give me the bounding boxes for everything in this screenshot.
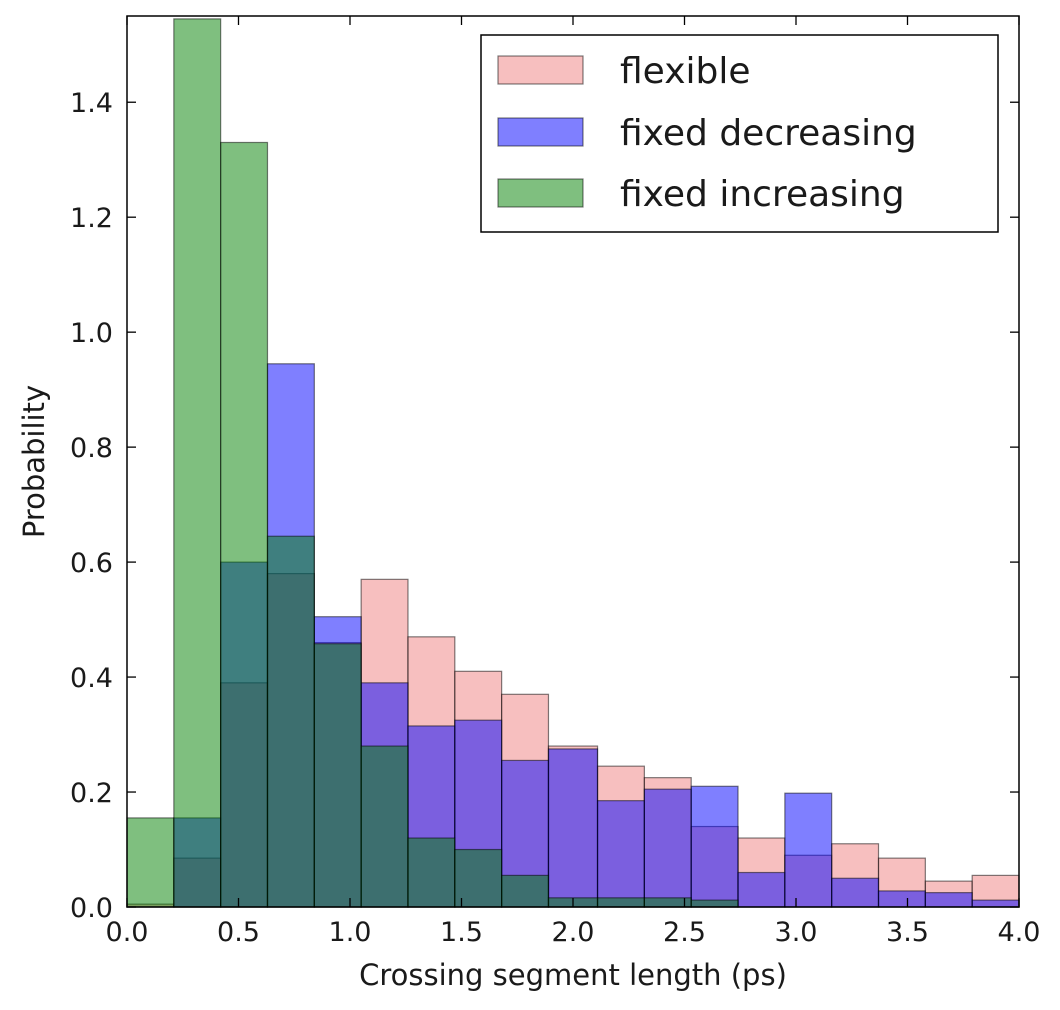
x-tick-label: 1.5 [440, 917, 483, 948]
bar-fixed-increasing [407, 837, 456, 908]
legend-label-fixed-increasing: fixed increasing [620, 174, 905, 215]
x-tick-label: 0.0 [106, 917, 149, 948]
legend-swatch-fixed-increasing [497, 178, 584, 208]
bar-fixed-decreasing [784, 792, 833, 908]
bar-fixed-increasing [126, 817, 175, 908]
y-tick-label: 1.4 [70, 88, 113, 119]
y-tick-label: 1.2 [70, 203, 113, 234]
histogram-bars [126, 18, 1020, 908]
bar-fixed-increasing [501, 874, 550, 908]
legend-label-flexible: flexible [620, 51, 751, 92]
bar-fixed-increasing [173, 18, 222, 908]
bar-fixed-decreasing [547, 748, 599, 908]
x-tick-label: 3.0 [775, 917, 818, 948]
y-tick-label: 1.0 [70, 318, 113, 349]
x-tick-label: 2.0 [552, 917, 595, 948]
y-tick-label: 0.4 [70, 663, 113, 694]
y-axis-label: Probability [17, 385, 51, 538]
x-tick-label: 1.0 [329, 917, 372, 948]
bar-fixed-decreasing [831, 877, 880, 908]
y-tick-label: 0.6 [70, 548, 113, 579]
bar-fixed-increasing [690, 899, 739, 908]
y-tick-label: 0.0 [70, 893, 113, 924]
x-tick-label: 2.5 [663, 917, 706, 948]
bar-fixed-decreasing [643, 788, 692, 908]
bar-fixed-decreasing [877, 890, 926, 908]
x-tick-label: 0.5 [217, 917, 260, 948]
legend-swatch-flexible [497, 55, 584, 85]
bar-fixed-increasing [220, 141, 269, 908]
y-tick-label: 0.8 [70, 433, 113, 464]
x-axis-label: Crossing segment length (ps) [359, 958, 787, 992]
x-tick-label: 3.5 [886, 917, 929, 948]
legend-label-fixed-decreasing: fixed decreasing [620, 113, 917, 154]
bar-fixed-decreasing [596, 800, 645, 908]
bar-fixed-decreasing [924, 892, 973, 908]
bar-fixed-increasing [596, 897, 645, 908]
bar-fixed-decreasing [690, 785, 739, 908]
legend-swatch-fixed-decreasing [497, 117, 584, 147]
bar-fixed-increasing [360, 745, 409, 908]
x-tick-labels: 0.0 0.5 1.0 1.5 2.0 2.5 3.0 3.5 4.0 [106, 917, 1041, 948]
legend: flexible fixed decreasing fixed increasing [480, 34, 999, 233]
y-tick-labels: 0.0 0.2 0.4 0.6 0.8 1.0 1.2 1.4 [70, 88, 113, 924]
bar-fixed-decreasing [737, 871, 786, 908]
x-tick-label: 4.0 [998, 917, 1041, 948]
bar-fixed-increasing [454, 848, 503, 908]
bar-fixed-increasing [313, 643, 362, 908]
plot-frame [126, 15, 1020, 908]
bar-fixed-decreasing [971, 899, 1020, 908]
bar-fixed-increasing [266, 535, 315, 908]
y-tick-label: 0.2 [70, 778, 113, 809]
